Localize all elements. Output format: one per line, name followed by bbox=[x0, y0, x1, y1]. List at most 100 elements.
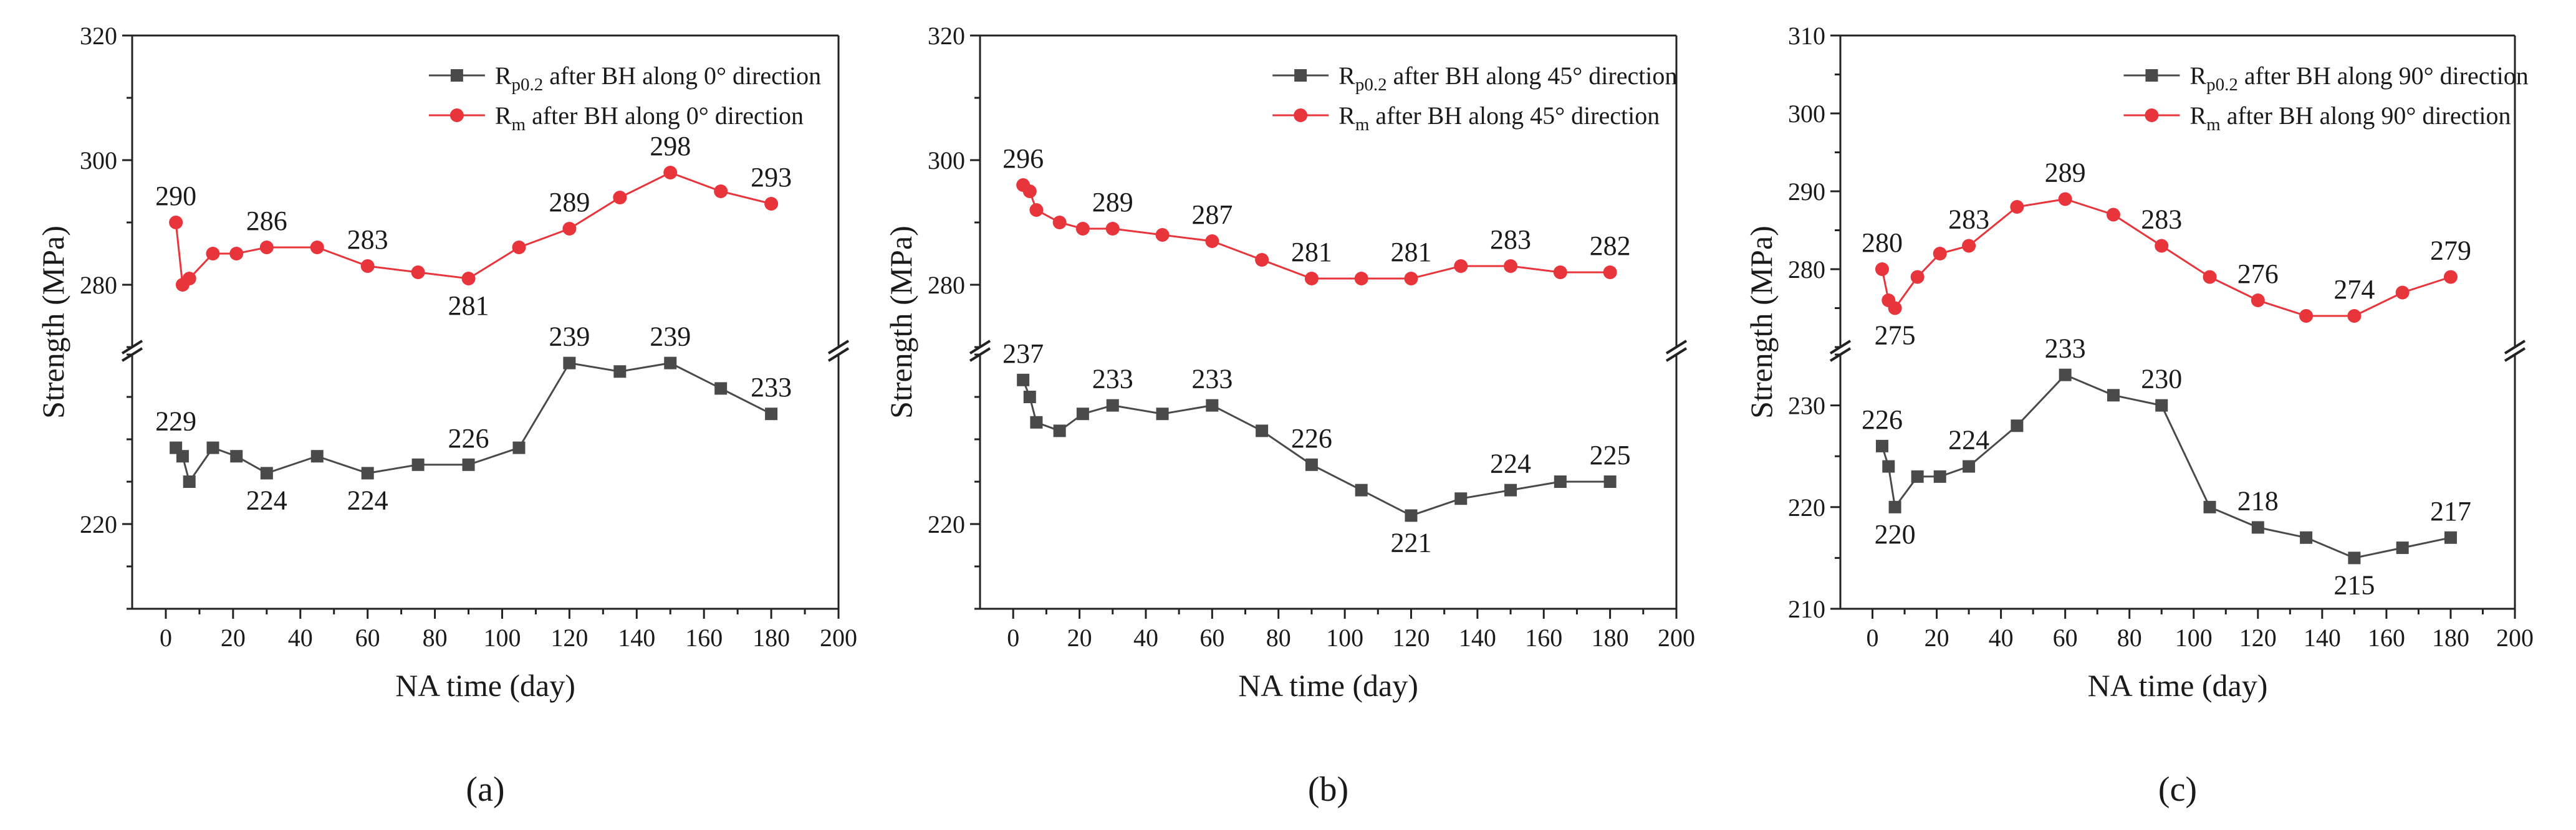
x-tick-label: 20 bbox=[1925, 624, 1949, 652]
legend-subscript: m bbox=[512, 115, 526, 135]
data-point-rm bbox=[1962, 239, 1976, 253]
legend-rest: after BH along 45° direction bbox=[1369, 102, 1660, 130]
data-point-rp02 bbox=[1206, 399, 1219, 412]
series-line-rp02 bbox=[1022, 379, 1610, 517]
data-label: 215 bbox=[2333, 570, 2375, 600]
data-label: 281 bbox=[1291, 237, 1332, 267]
legend-subscript: m bbox=[2206, 115, 2221, 135]
data-point-rp02 bbox=[714, 382, 728, 395]
x-tick-label: 60 bbox=[1199, 624, 1224, 652]
data-point-rm bbox=[562, 222, 577, 236]
y-axis-title: Strength (MPa) bbox=[883, 226, 918, 419]
x-tick-label: 140 bbox=[1459, 624, 1496, 652]
data-point-rp02 bbox=[1256, 424, 1269, 437]
data-label: 281 bbox=[448, 290, 489, 321]
data-point-rp02 bbox=[462, 458, 475, 471]
data-point-rm bbox=[1075, 222, 1090, 236]
data-point-rp02 bbox=[1882, 460, 1895, 473]
x-axis-title: NA time (day) bbox=[395, 668, 575, 703]
data-point-rp02 bbox=[230, 450, 243, 463]
data-point-rp02 bbox=[1156, 408, 1169, 421]
x-tick-label: 0 bbox=[160, 624, 172, 652]
data-label: 289 bbox=[549, 187, 590, 217]
x-tick-label: 80 bbox=[1266, 624, 1291, 652]
legend-marker-circle bbox=[449, 108, 464, 122]
data-point-rp02 bbox=[2396, 541, 2409, 555]
legend-marker-circle bbox=[1294, 108, 1308, 122]
legend-marker-square bbox=[1294, 69, 1307, 82]
x-tick-label: 60 bbox=[355, 624, 380, 652]
data-point-rp02 bbox=[1554, 475, 1567, 488]
axis-break-mark-right-2 bbox=[1665, 347, 1688, 362]
data-label: 220 bbox=[1875, 519, 1916, 550]
legend-entry: Rm after BH along 0° direction bbox=[495, 102, 804, 135]
x-tick-label: 140 bbox=[2304, 624, 2341, 652]
y-tick-label: 220 bbox=[1788, 494, 1825, 522]
x-tick-label: 40 bbox=[1133, 624, 1158, 652]
data-label: 283 bbox=[1948, 204, 1989, 235]
axis-break-mark-right-1 bbox=[827, 340, 850, 355]
series-line-rp02 bbox=[175, 361, 772, 484]
data-point-rp02 bbox=[1504, 484, 1517, 497]
y-tick-label: 280 bbox=[928, 271, 965, 299]
x-tick-label: 100 bbox=[483, 624, 521, 652]
data-label: 226 bbox=[1862, 404, 1903, 435]
data-point-rp02 bbox=[512, 441, 526, 454]
panel-label: (b) bbox=[1308, 770, 1348, 809]
x-tick-label: 120 bbox=[1392, 624, 1430, 652]
data-label: 290 bbox=[155, 181, 196, 211]
legend-entry: Rm after BH along 90° direction bbox=[2189, 102, 2511, 135]
data-label: 274 bbox=[2333, 274, 2375, 305]
data-label: 286 bbox=[246, 206, 287, 236]
data-point-rp02 bbox=[1053, 424, 1066, 437]
axis-break-mark-right-2 bbox=[827, 347, 850, 362]
data-point-rm bbox=[1933, 247, 1947, 260]
data-point-rm bbox=[613, 191, 627, 204]
y-tick-label: 230 bbox=[1788, 392, 1825, 420]
data-point-rp02 bbox=[1030, 416, 1043, 429]
data-label: 283 bbox=[1490, 224, 1531, 255]
x-tick-label: 40 bbox=[288, 624, 313, 652]
panel-label: (c) bbox=[2158, 770, 2197, 809]
data-point-rm bbox=[714, 184, 728, 198]
data-point-rp02 bbox=[1305, 458, 1318, 471]
data-point-rp02 bbox=[1355, 484, 1368, 497]
chart-panel-2: 0 20 40 60 80 100 120 140 160 180 200 280 300 320 220 N… bbox=[883, 22, 1695, 809]
data-point-rm bbox=[1052, 216, 1067, 229]
data-label: 237 bbox=[1002, 338, 1044, 369]
x-tick-label: 180 bbox=[2432, 624, 2469, 652]
data-label: 230 bbox=[2141, 364, 2182, 394]
data-label: 233 bbox=[1191, 364, 1233, 394]
data-point-rm bbox=[1205, 234, 1219, 248]
y-tick-label: 300 bbox=[80, 146, 117, 174]
x-tick-label: 100 bbox=[1326, 624, 1363, 652]
x-tick-label: 80 bbox=[423, 624, 448, 652]
x-tick-label: 40 bbox=[1989, 624, 2014, 652]
data-label: 224 bbox=[1490, 449, 1531, 479]
data-point-rm bbox=[1504, 259, 1518, 273]
data-label: 226 bbox=[1291, 423, 1332, 454]
data-label: 293 bbox=[751, 162, 792, 193]
x-tick-label: 0 bbox=[1867, 624, 1879, 652]
legend-main: R bbox=[2189, 62, 2206, 90]
data-label: 217 bbox=[2430, 496, 2471, 527]
data-point-rm bbox=[461, 272, 476, 285]
x-tick-label: 120 bbox=[550, 624, 588, 652]
axis-break-mark-right-1 bbox=[1665, 340, 1688, 355]
x-tick-label: 100 bbox=[2175, 624, 2213, 652]
data-point-rm bbox=[1155, 228, 1170, 242]
data-point-rp02 bbox=[1963, 460, 1976, 473]
y-tick-label: 320 bbox=[928, 22, 965, 50]
data-point-rp02 bbox=[1023, 391, 1036, 403]
data-label: 226 bbox=[448, 423, 489, 454]
data-point-rm bbox=[206, 247, 220, 260]
series-line-rp02 bbox=[1881, 373, 2451, 559]
data-point-rp02 bbox=[1454, 492, 1468, 505]
data-point-rm bbox=[1454, 259, 1468, 273]
data-point-rm bbox=[2203, 270, 2217, 284]
data-point-rm bbox=[1404, 272, 1418, 285]
data-point-rm bbox=[182, 272, 196, 285]
x-tick-label: 200 bbox=[2496, 624, 2534, 652]
data-point-rm bbox=[1354, 272, 1368, 285]
